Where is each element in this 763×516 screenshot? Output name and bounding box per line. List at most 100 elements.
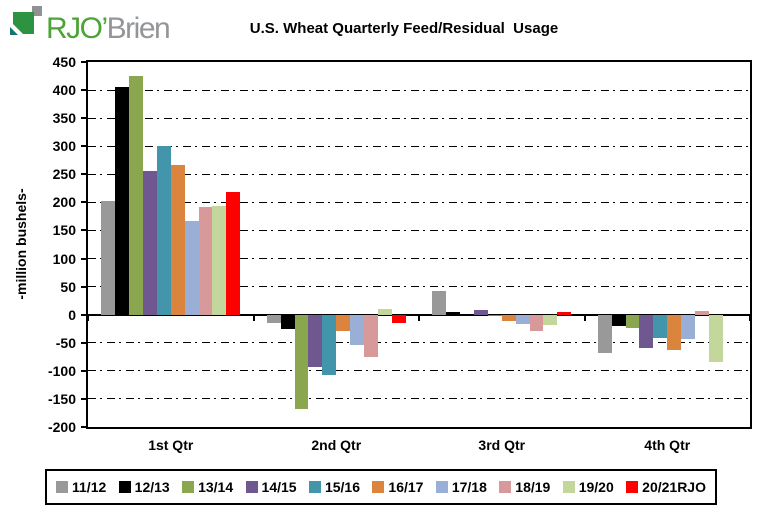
y-tick-label--150: -150 — [47, 390, 76, 407]
y-tick-label-100: 100 — [52, 250, 76, 267]
legend-swatch-19/20 — [562, 481, 575, 493]
y-tick-label-50: 50 — [60, 278, 76, 295]
legend-label-14/15: 14/15 — [261, 479, 297, 495]
y-tick-label--100: -100 — [47, 362, 76, 379]
legend-swatch-20/21RJO — [626, 481, 639, 493]
bar-19/20-4th-qtr — [708, 314, 723, 363]
gridline-100 — [88, 258, 750, 260]
y-tick-50 — [81, 285, 88, 288]
x-category-label-4: 4th Qtr — [644, 437, 691, 453]
gridline-300 — [88, 145, 750, 147]
bar-12/13-4th-qtr — [611, 314, 626, 327]
y-tick-label--50: -50 — [55, 334, 76, 351]
y-tick-250 — [81, 173, 88, 176]
y-tick-400 — [81, 89, 88, 92]
gridline--150 — [88, 398, 750, 400]
legend-label-16/17: 16/17 — [388, 479, 424, 495]
category-tick — [252, 313, 255, 321]
gridline--100 — [88, 370, 750, 372]
bar-16/17-4th-qtr — [667, 314, 682, 350]
legend-swatch-17/18 — [435, 481, 448, 493]
y-tick-label-250: 250 — [52, 166, 76, 183]
y-tick-200 — [81, 201, 88, 204]
legend-item-20/21RJO: 20/21RJO — [626, 479, 706, 495]
bar-13/14-2nd-qtr — [294, 314, 309, 410]
bar-17/18-1st-qtr — [184, 220, 199, 315]
legend-item-17/18: 17/18 — [435, 479, 487, 495]
legend-swatch-18/19 — [499, 481, 512, 493]
bar-16/17-3rd-qtr — [501, 314, 516, 322]
rjo-obrien-logo: RJO’Brien — [10, 6, 171, 45]
bar-13/14-1st-qtr — [129, 76, 143, 315]
legend-swatch-16/17 — [372, 481, 385, 493]
bar-12/13-3rd-qtr — [446, 311, 461, 315]
gridline-200 — [88, 201, 750, 203]
legend-label-17/18: 17/18 — [451, 479, 487, 495]
bar-19/20-3rd-qtr — [543, 314, 558, 326]
y-tick-label-150: 150 — [52, 222, 76, 239]
bar-19/20-1st-qtr — [212, 205, 227, 315]
legend-swatch-15/16 — [308, 481, 321, 493]
category-tick — [418, 313, 420, 321]
bar-15/16-4th-qtr — [653, 314, 668, 339]
gridline-50 — [88, 286, 750, 288]
legend-swatch-14/15 — [245, 481, 258, 493]
y-tick-100 — [81, 257, 88, 260]
legend-label-12/13: 12/13 — [134, 479, 170, 495]
bar-15/16-2nd-qtr — [322, 314, 337, 376]
bar-18/19-4th-qtr — [695, 311, 709, 315]
bar-18/19-3rd-qtr — [529, 314, 544, 331]
logo-text-rjo: RJO’ — [46, 12, 108, 45]
y-tick-0 — [81, 313, 88, 316]
bar-20/21RJO-3rd-qtr — [557, 311, 572, 315]
legend-label-11/12: 11/12 — [72, 479, 107, 495]
bar-14/15-4th-qtr — [639, 314, 654, 348]
legend-label-18/19: 18/19 — [515, 479, 551, 495]
bar-15/16-3rd-qtr — [487, 314, 502, 317]
gridline-350 — [88, 117, 750, 119]
y-tick--150 — [81, 397, 88, 400]
legend-swatch-12/13 — [118, 481, 131, 493]
y-tick-450 — [81, 61, 88, 63]
y-tick--100 — [81, 369, 88, 372]
bar-17/18-3rd-qtr — [515, 314, 530, 324]
y-axis-title: -million bushels- — [13, 188, 29, 300]
y-tick-300 — [81, 145, 88, 148]
x-category-label-2: 2nd Qtr — [311, 437, 362, 453]
bar-14/15-3rd-qtr — [473, 309, 488, 315]
bar-16/17-2nd-qtr — [336, 314, 351, 331]
y-tick-label-0: 0 — [68, 306, 76, 323]
bar-20/21RJO-1st-qtr — [226, 192, 241, 315]
bar-19/20-2nd-qtr — [377, 308, 392, 315]
logo-text-brien: Brien — [106, 12, 171, 45]
legend: 11/12 12/13 13/14 14/15 15/16 16/17 17/18 18/19… — [45, 469, 717, 505]
bar-17/18-2nd-qtr — [350, 314, 365, 345]
gridline-250 — [88, 173, 750, 175]
y-tick-350 — [81, 117, 88, 120]
y-tick-label-300: 300 — [52, 138, 76, 155]
bar-15/16-1st-qtr — [156, 146, 171, 315]
legend-item-11/12: 11/12 — [56, 479, 106, 495]
legend-item-15/16: 15/16 — [308, 479, 360, 495]
legend-label-20/21RJO: 20/21RJO — [642, 479, 706, 495]
bar-18/19-1st-qtr — [198, 207, 213, 315]
category-tick — [87, 313, 89, 321]
legend-item-14/15: 14/15 — [245, 479, 297, 495]
bar-16/17-1st-qtr — [170, 164, 185, 315]
y-tick--200 — [81, 426, 88, 428]
legend-item-12/13: 12/13 — [118, 479, 170, 495]
y-tick-label--200: -200 — [47, 419, 76, 435]
gridline-400 — [88, 89, 750, 91]
bar-17/18-4th-qtr — [681, 314, 696, 339]
gridline-150 — [88, 229, 750, 231]
bar-14/15-2nd-qtr — [308, 314, 323, 367]
y-tick-label-400: 400 — [52, 82, 76, 99]
x-category-label-3: 3rd Qtr — [478, 437, 526, 453]
legend-item-18/19: 18/19 — [499, 479, 550, 495]
legend-label-13/14: 13/14 — [198, 479, 234, 495]
category-tick — [749, 313, 751, 321]
y-tick--50 — [81, 341, 88, 344]
legend-swatch-11/12 — [56, 481, 68, 493]
legend-item-16/17: 16/17 — [372, 479, 423, 495]
logo-wordmark: RJO’Brien — [46, 12, 171, 45]
